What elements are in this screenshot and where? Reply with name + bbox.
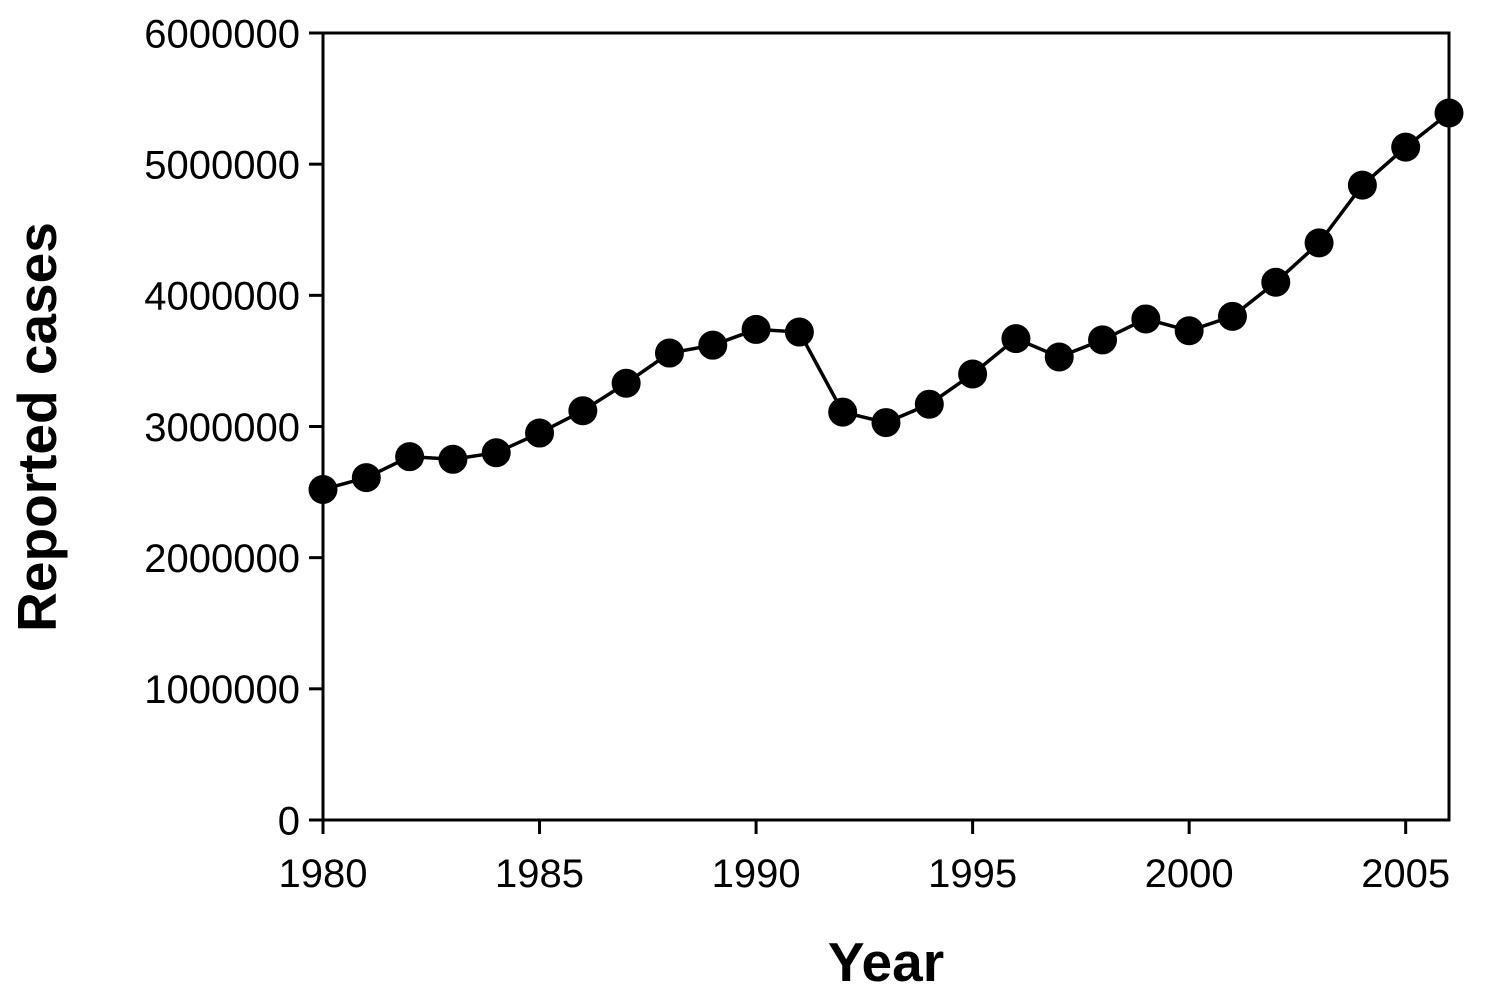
data-point	[481, 438, 511, 468]
x-tick-label: 2005	[1361, 852, 1450, 896]
data-point	[914, 389, 944, 419]
y-tick-label: 5000000	[144, 144, 300, 188]
data-point	[611, 368, 641, 398]
data-point	[1304, 228, 1334, 258]
data-point	[1044, 342, 1074, 372]
data-point	[784, 317, 814, 347]
data-point	[395, 442, 425, 472]
data-point	[741, 314, 771, 344]
data-point	[438, 444, 468, 474]
data-point	[308, 474, 338, 504]
data-point	[871, 408, 901, 438]
data-point	[568, 396, 598, 426]
x-tick-label: 1995	[928, 852, 1017, 896]
data-point	[1131, 304, 1161, 334]
data-point	[525, 418, 555, 448]
data-point	[1088, 325, 1118, 355]
y-tick-label: 2000000	[144, 537, 300, 581]
y-tick-label: 4000000	[144, 275, 300, 319]
data-point	[828, 397, 858, 427]
data-point	[1174, 316, 1204, 346]
data-point	[351, 463, 381, 493]
y-axis-title: Reported cases	[6, 222, 68, 632]
x-tick-label: 2000	[1145, 852, 1234, 896]
data-point	[1391, 132, 1421, 162]
x-tick-label: 1990	[712, 852, 801, 896]
data-point	[1347, 170, 1377, 200]
data-point	[958, 359, 988, 389]
data-point	[654, 338, 684, 368]
y-tick-label: 0	[278, 799, 300, 843]
data-point	[1001, 324, 1031, 354]
data-point	[1261, 267, 1291, 297]
y-tick-label: 3000000	[144, 406, 300, 450]
x-tick-label: 1980	[279, 852, 368, 896]
y-tick-label: 6000000	[144, 12, 300, 56]
data-point	[698, 330, 728, 360]
data-point	[1434, 98, 1464, 128]
y-tick-label: 1000000	[144, 668, 300, 712]
x-tick-label: 1985	[495, 852, 584, 896]
x-axis-title: Year	[827, 931, 945, 993]
data-point	[1217, 301, 1247, 331]
